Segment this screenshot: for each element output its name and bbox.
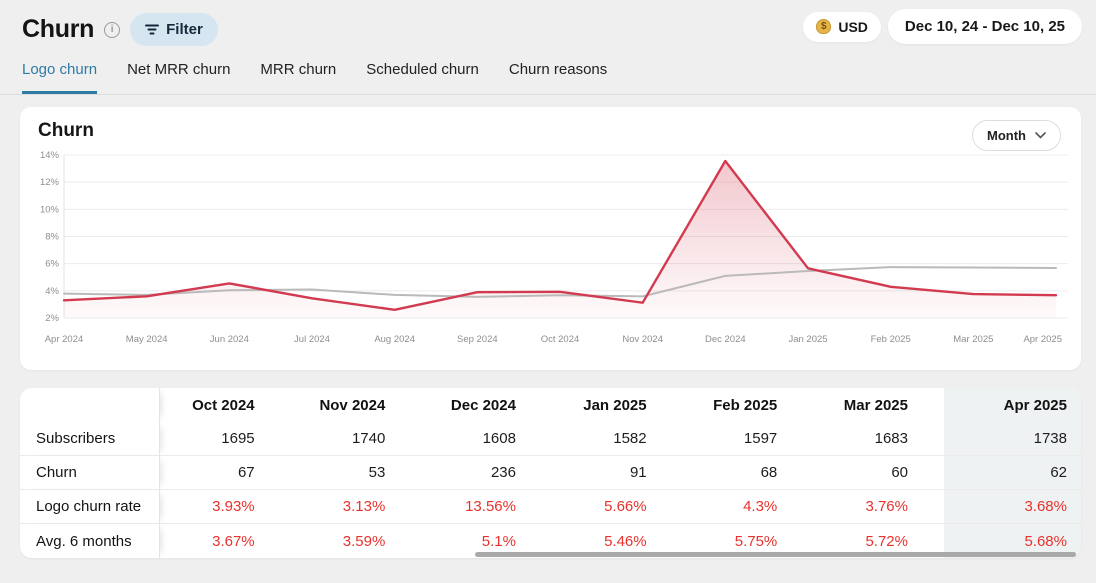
money-bag-icon: $ bbox=[816, 19, 832, 34]
column-header-oct-2024: Oct 2024 bbox=[192, 396, 255, 414]
table-cell: 13.56% bbox=[421, 490, 552, 524]
table-cell: 1608 bbox=[421, 422, 552, 456]
x-axis-tick: Apr 2024 bbox=[45, 334, 84, 345]
y-axis-tick: 14% bbox=[40, 150, 60, 161]
tab-net-mrr-churn[interactable]: Net MRR churn bbox=[127, 61, 231, 78]
chevron-down-icon bbox=[1035, 132, 1046, 139]
y-axis-tick: 2% bbox=[45, 313, 59, 324]
period-selector[interactable]: Month bbox=[972, 120, 1061, 151]
table-cell: 62 bbox=[944, 456, 1081, 490]
table-cell: 5.66% bbox=[551, 490, 683, 524]
table-cell: 3.67% bbox=[212, 532, 255, 550]
tab-scheduled-churn[interactable]: Scheduled churn bbox=[366, 61, 479, 78]
avg-6-months-line bbox=[63, 266, 1057, 298]
table-cell: 91 bbox=[551, 456, 683, 490]
table-corner-cell bbox=[20, 388, 160, 422]
column-header-jan-2025: Jan 2025 bbox=[583, 396, 647, 414]
y-axis-tick: 8% bbox=[45, 232, 59, 243]
x-axis-tick: May 2024 bbox=[126, 334, 168, 345]
table-cell: 1695 bbox=[160, 422, 291, 456]
x-axis-tick: Mar 2025 bbox=[953, 334, 993, 345]
logo-churn-rate-line bbox=[62, 159, 1058, 312]
table-cell: 1582 bbox=[551, 422, 683, 456]
y-axis-tick: 12% bbox=[40, 177, 60, 188]
table-row-subscribers: Subscribers 1695 1740 1608 1582 1597 1683 1738 bbox=[20, 422, 1081, 456]
info-icon[interactable]: i bbox=[104, 21, 121, 38]
table-cell: 3.13% bbox=[290, 490, 422, 524]
x-axis-tick: Aug 2024 bbox=[374, 334, 415, 345]
table-cell: 3.59% bbox=[342, 532, 386, 550]
column-header-nov-2024: Nov 2024 bbox=[319, 396, 386, 414]
table-cell: 5.72% bbox=[865, 532, 908, 550]
horizontal-scrollbar-thumb[interactable] bbox=[475, 552, 1076, 557]
x-axis-tick: Apr 2025 bbox=[1023, 334, 1062, 345]
table-cell: 1597 bbox=[682, 422, 814, 456]
table-row-logo-churn-rate: Logo churn rate 3.93% 3.13% 13.56% 5.66% 4.3%… bbox=[20, 490, 1081, 524]
currency-label: USD bbox=[838, 18, 868, 35]
table-cell: 3.76% bbox=[813, 490, 944, 524]
y-axis-tick: 4% bbox=[45, 286, 59, 297]
tab-mrr-churn[interactable]: MRR churn bbox=[260, 61, 337, 78]
table-card: Oct 2024 Nov 2024 Dec 2024 Jan 2025 Feb 2025… bbox=[20, 388, 1081, 558]
churn-area-fill bbox=[64, 161, 1056, 318]
date-range-pill[interactable]: Dec 10, 24 - Dec 10, 25 bbox=[887, 9, 1082, 44]
table-cell: 1740 bbox=[290, 422, 422, 456]
table-cell: 4.3% bbox=[682, 490, 814, 524]
x-axis-tick: Sep 2024 bbox=[457, 334, 498, 345]
tab-logo-churn[interactable]: Logo churn bbox=[22, 61, 98, 94]
row-label: Logo churn rate bbox=[20, 490, 160, 524]
table-cell: 53 bbox=[290, 456, 422, 490]
row-label: Avg. 6 months bbox=[20, 524, 160, 558]
x-axis-tick: Jun 2024 bbox=[210, 334, 249, 345]
row-label: Churn bbox=[20, 456, 160, 490]
filter-label: Filter bbox=[166, 21, 203, 38]
x-axis-tick: Nov 2024 bbox=[622, 334, 663, 345]
table-row-churn: Churn 67 53 236 91 68 60 62 bbox=[20, 456, 1081, 490]
page-title: Churn bbox=[22, 15, 95, 43]
table-cell: 5.1% bbox=[481, 532, 516, 550]
tab-bar: Logo churn Net MRR churn MRR churn Schedule… bbox=[0, 61, 1096, 95]
chart-area: 2% 4% 6% 8% 10% 12% 14% Apr 2024 May 2024 Jun 202… bbox=[34, 148, 1069, 360]
table-cell: 67 bbox=[160, 456, 291, 490]
column-header-apr-2025: Apr 2025 bbox=[944, 388, 1081, 422]
x-axis-tick: Dec 2024 bbox=[705, 334, 746, 345]
table-cell: 3.68% bbox=[944, 490, 1081, 524]
filter-icon bbox=[145, 23, 160, 36]
y-axis-tick: 6% bbox=[45, 259, 59, 270]
table-cell: 60 bbox=[813, 456, 944, 490]
x-axis-tick: Feb 2025 bbox=[871, 334, 911, 345]
page-header: Churn i Filter $ USD Dec 10, 24 - Dec 10… bbox=[0, 0, 1096, 46]
table-cell: 1683 bbox=[813, 422, 944, 456]
filter-button[interactable]: Filter bbox=[130, 13, 218, 46]
table-cell: 68 bbox=[682, 456, 814, 490]
chart-card: Churn Month 2% 4% 6% 8% 10% 12% 14% Apr 2024 May… bbox=[20, 107, 1081, 370]
table-header-row: Oct 2024 Nov 2024 Dec 2024 Jan 2025 Feb 2025… bbox=[20, 388, 1081, 422]
table-cell: 236 bbox=[421, 456, 552, 490]
table-cell: 3.93% bbox=[160, 490, 291, 524]
period-selector-value: Month bbox=[987, 128, 1026, 143]
tab-churn-reasons[interactable]: Churn reasons bbox=[508, 61, 608, 78]
x-axis-tick: Jan 2025 bbox=[788, 334, 827, 345]
y-axis-tick: 10% bbox=[40, 204, 60, 215]
column-header-feb-2025: Feb 2025 bbox=[713, 396, 778, 414]
date-range-label: Dec 10, 24 - Dec 10, 25 bbox=[904, 18, 1065, 35]
table-cell: 1738 bbox=[944, 422, 1081, 456]
currency-pill[interactable]: $ USD bbox=[803, 11, 881, 42]
table-cell: 5.75% bbox=[734, 532, 778, 550]
table-cell: 5.46% bbox=[604, 532, 647, 550]
x-axis-tick: Jul 2024 bbox=[294, 334, 330, 345]
column-header-mar-2025: Mar 2025 bbox=[843, 396, 908, 414]
column-header-dec-2024: Dec 2024 bbox=[450, 396, 516, 414]
row-label: Subscribers bbox=[20, 422, 160, 456]
churn-line-chart[interactable]: 2% 4% 6% 8% 10% 12% 14% Apr 2024 May 2024 Jun 202… bbox=[34, 148, 1068, 355]
x-axis-tick: Oct 2024 bbox=[541, 334, 580, 345]
chart-title: Churn bbox=[38, 120, 94, 141]
churn-table: Oct 2024 Nov 2024 Dec 2024 Jan 2025 Feb 2025… bbox=[20, 388, 1081, 558]
